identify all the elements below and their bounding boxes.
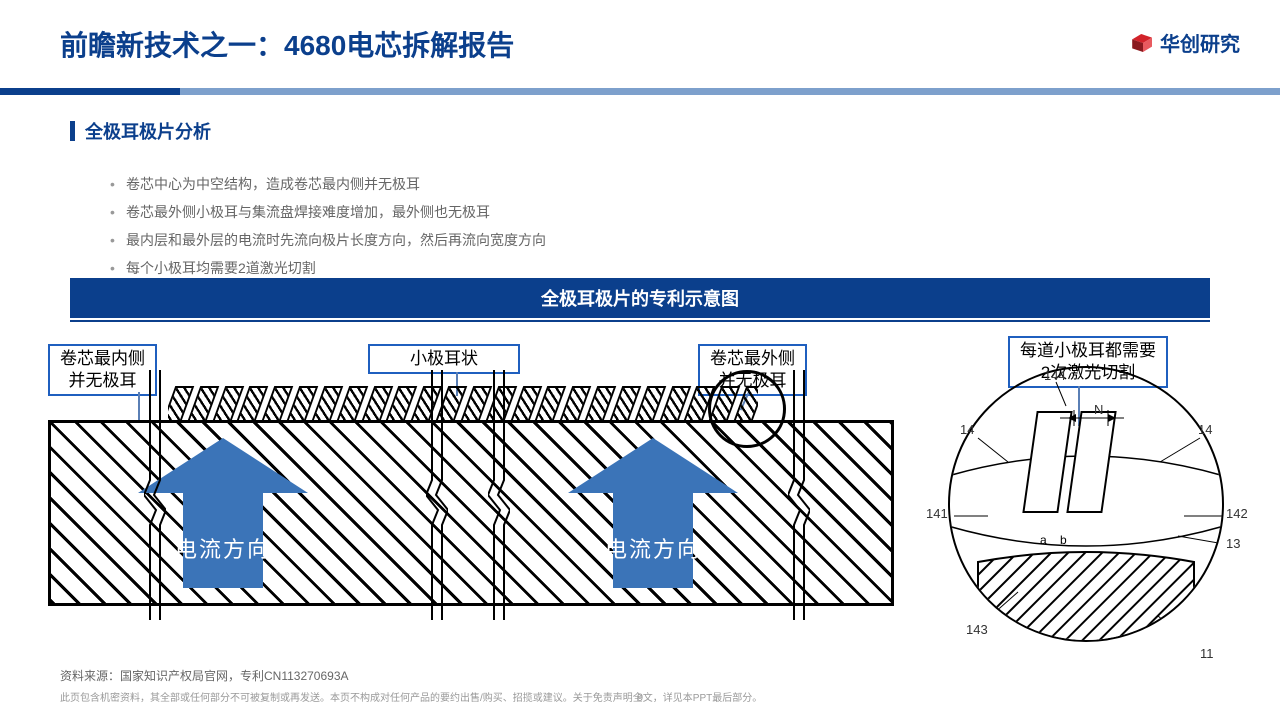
- dimension-label: N: [1094, 402, 1103, 417]
- heading-bar-icon: [70, 121, 75, 141]
- part-number: 11: [1200, 646, 1214, 661]
- bullet-list: 卷芯中心为中空结构，造成卷芯最内侧并无极耳 卷芯最外侧小极耳与集流盘焊接难度增加…: [70, 170, 1010, 282]
- page-number: 9: [637, 692, 643, 704]
- cube-icon: [1132, 34, 1154, 52]
- brand-logo: 华创研究: [1132, 28, 1240, 57]
- part-number: 142: [1226, 506, 1248, 521]
- page-title: 前瞻新技术之一：4680电芯拆解报告: [60, 24, 514, 64]
- break-mark: [144, 370, 166, 620]
- leader-line: [138, 392, 140, 422]
- callout-inner: 卷芯最内侧 并无极耳: [48, 344, 157, 396]
- bullet-item: 卷芯中心为中空结构，造成卷芯最内侧并无极耳: [110, 170, 1010, 198]
- arrow-label: 电流方向: [538, 532, 768, 564]
- figure-banner: 全极耳极片的专利示意图: [70, 278, 1210, 322]
- part-number: 141: [926, 506, 948, 521]
- header-rule: [0, 88, 1280, 95]
- brand-text: 华创研究: [1160, 28, 1240, 57]
- svg-text:a: a: [1040, 533, 1047, 547]
- magnifier-ring: [708, 370, 786, 448]
- break-mark: [426, 370, 448, 620]
- disclaimer-note: 此页包含机密资料，其全部或任何部分不可被复制或再发送。本页不构成对任何产品的要约…: [60, 689, 762, 704]
- part-number: 13: [1226, 536, 1240, 551]
- current-arrow-right: 电流方向: [538, 438, 768, 588]
- part-number: 14: [1198, 422, 1212, 437]
- figure-area: 卷芯最内侧 并无极耳 小极耳状 卷芯最外侧 并无极耳 每道小极耳都需要 2次激光…: [48, 330, 1232, 650]
- section-heading: 全极耳极片分析: [70, 118, 211, 144]
- figure-banner-underline: [70, 320, 1210, 322]
- section-heading-text: 全极耳极片分析: [85, 118, 211, 144]
- part-number: 144: [1044, 368, 1066, 383]
- part-number: 143: [966, 622, 988, 637]
- svg-text:b: b: [1060, 533, 1067, 547]
- break-mark: [488, 370, 510, 620]
- part-number: 14: [960, 422, 974, 437]
- arrow-label: 电流方向: [108, 532, 338, 564]
- bullet-item: 卷芯最外侧小极耳与集流盘焊接难度增加，最外侧也无极耳: [110, 198, 1010, 226]
- bullet-item: 最内层和最外层的电流时先流向极片长度方向，然后再流向宽度方向: [110, 226, 1010, 254]
- detail-circle: a b 144 14 14 141 142 143 13: [948, 366, 1224, 642]
- break-mark: [788, 370, 810, 620]
- source-note: 资料来源：国家知识产权局官网，专利CN113270693A: [60, 667, 349, 684]
- figure-banner-text: 全极耳极片的专利示意图: [70, 278, 1210, 318]
- electrode-tabs-row: [168, 386, 758, 422]
- current-arrow-left: 电流方向: [108, 438, 338, 588]
